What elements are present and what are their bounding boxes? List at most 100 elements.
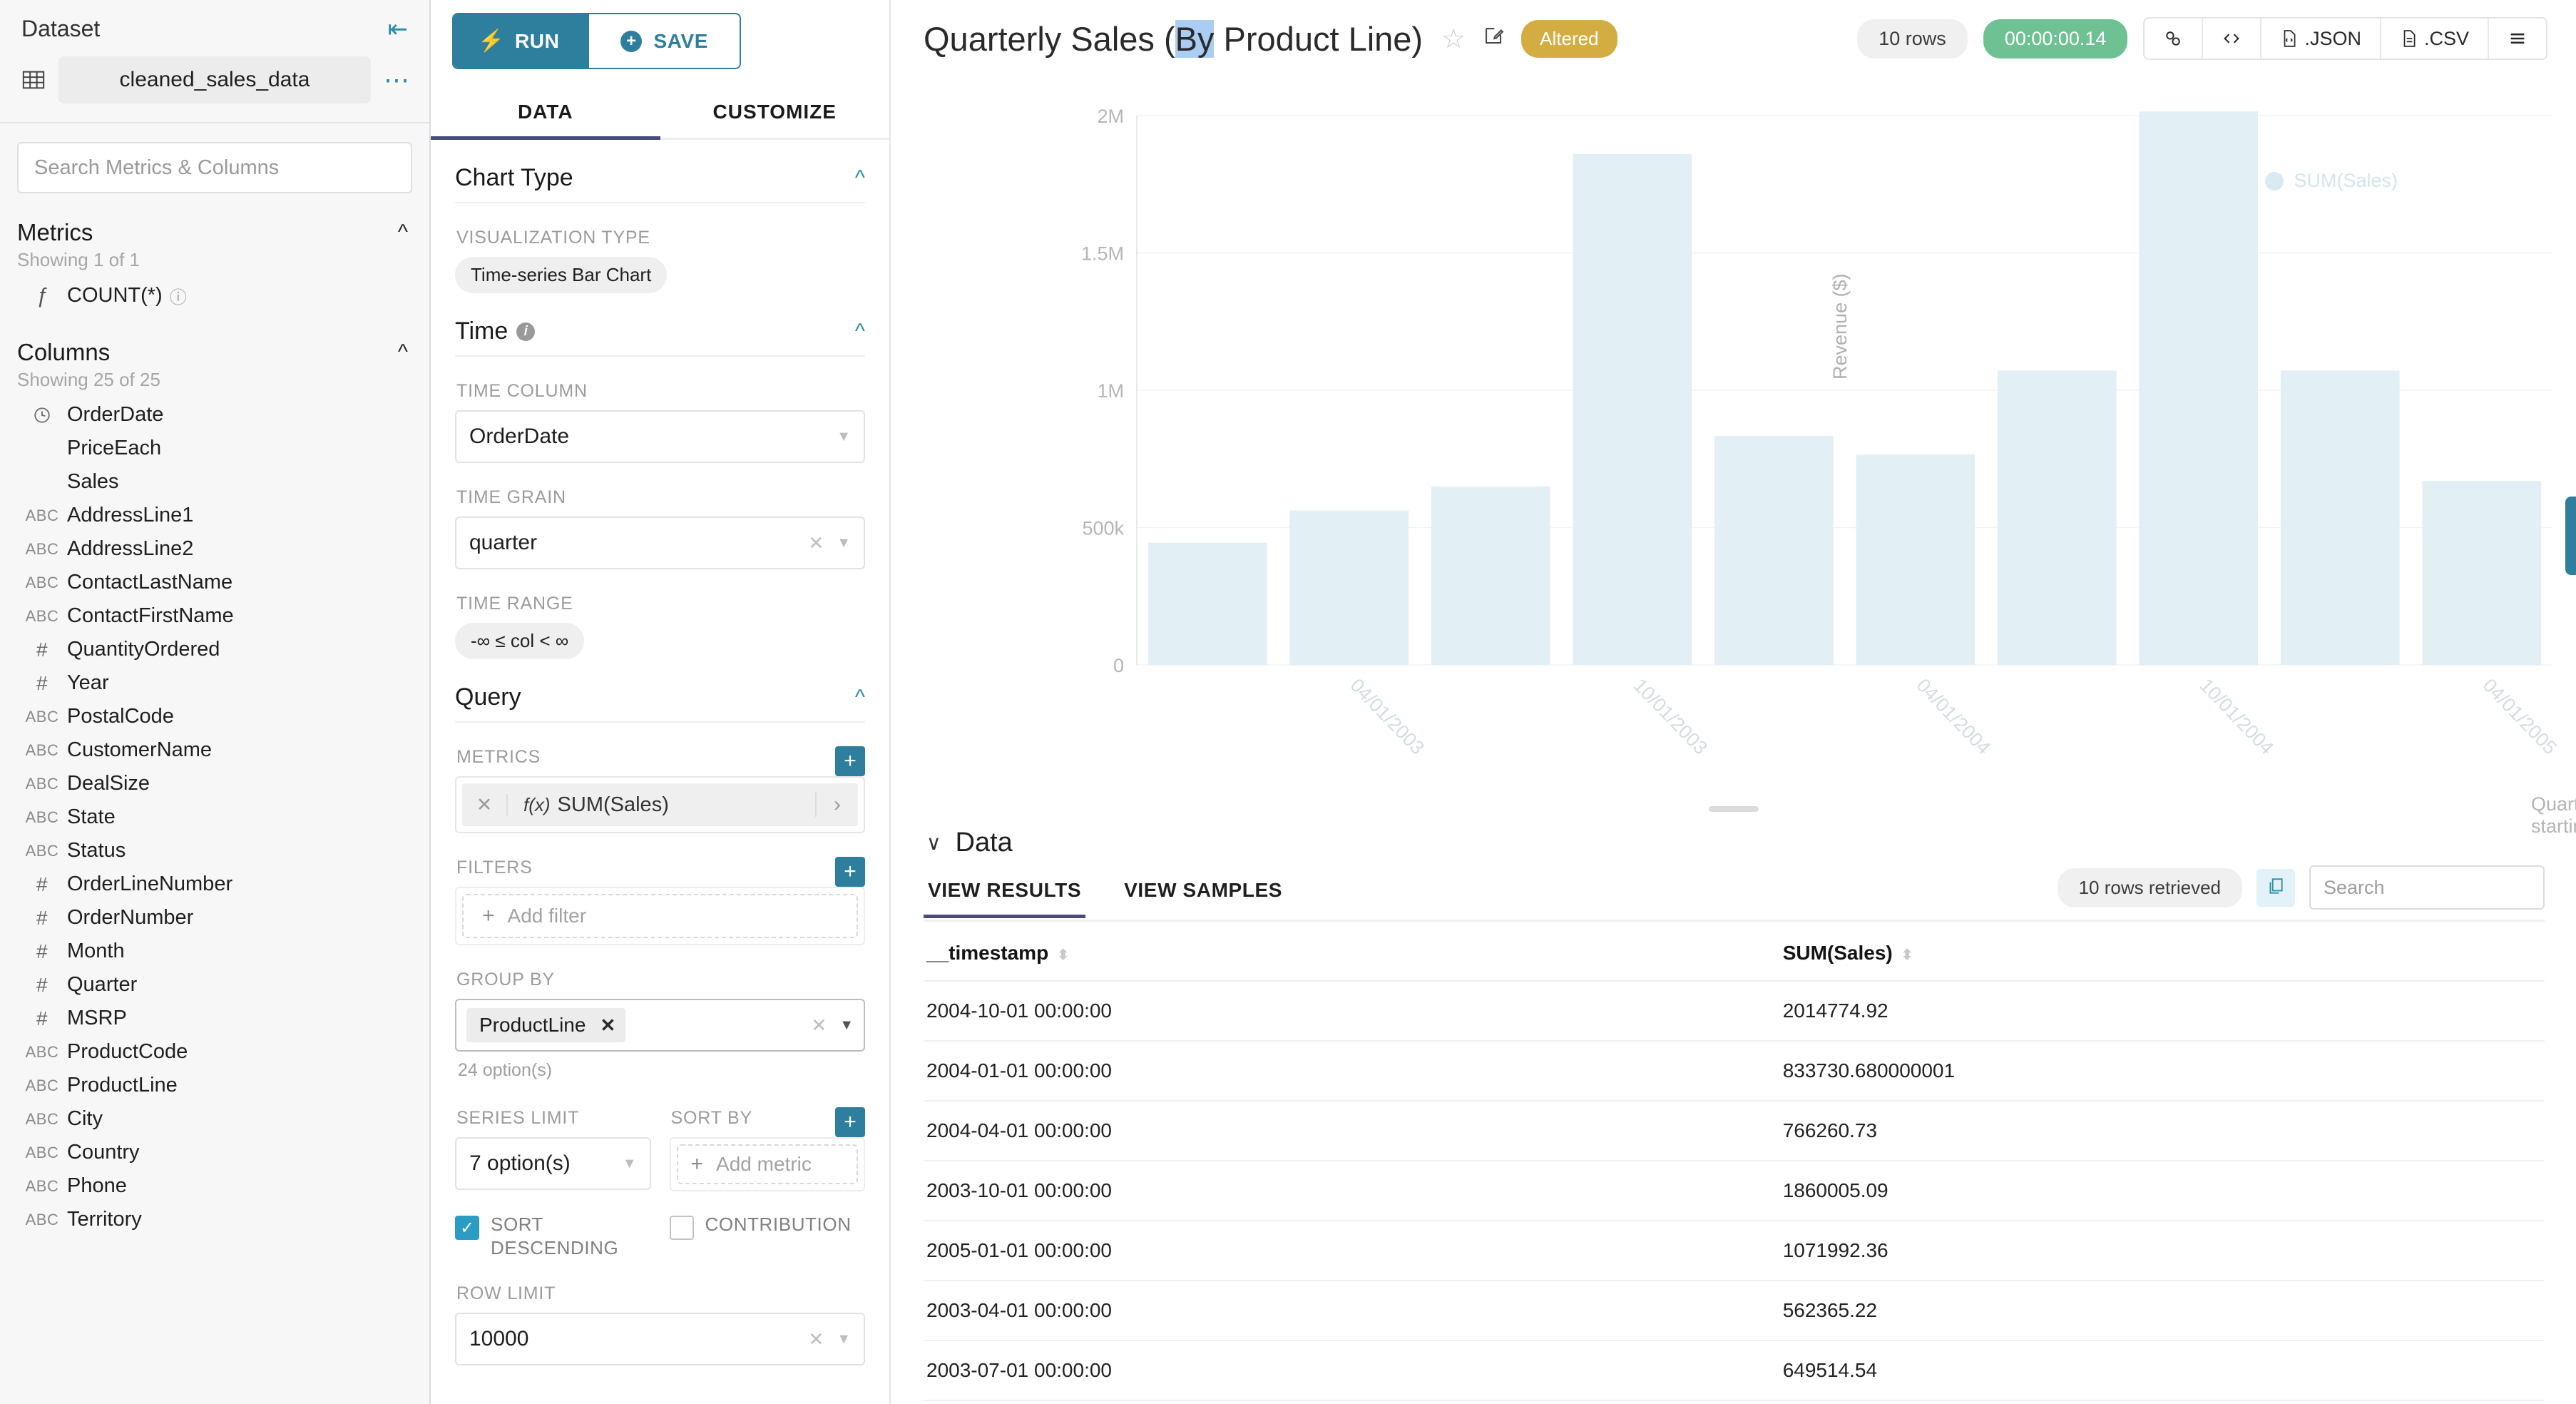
ellipsis-icon[interactable]: ⋯ — [384, 65, 411, 95]
list-item[interactable]: # Quarter — [0, 968, 429, 1002]
list-item[interactable]: ƒ COUNT(*) ⓘ — [0, 278, 429, 313]
chevron-up-icon[interactable]: ^ — [854, 685, 865, 709]
chevron-down-icon[interactable]: ∨ — [926, 832, 941, 854]
status-badge[interactable]: Altered — [1521, 19, 1617, 58]
sort-arrows-icon[interactable]: ⬍ — [1901, 947, 1913, 963]
clear-icon[interactable]: ✕ — [808, 531, 824, 554]
bar[interactable] — [1856, 454, 1976, 665]
list-item[interactable]: ABC ProductCode — [0, 1035, 429, 1069]
edit-properties-icon[interactable] — [1483, 25, 1504, 52]
list-item[interactable]: ABC Territory — [0, 1203, 429, 1236]
link-icon[interactable] — [2145, 19, 2204, 58]
time-column-select[interactable]: OrderDate ▼ — [455, 410, 865, 463]
bar[interactable] — [1714, 436, 1834, 665]
list-item[interactable]: ABC ContactLastName — [0, 566, 429, 599]
collapse-left-icon[interactable]: ⇤ — [387, 15, 409, 43]
bar[interactable] — [2280, 370, 2400, 665]
save-button[interactable]: + SAVE — [589, 14, 740, 68]
chevron-up-icon[interactable]: ^ — [397, 220, 408, 244]
sort-descending-checkbox[interactable]: ✓ — [455, 1216, 479, 1240]
group-by-select[interactable]: ProductLine ✕ ✕ ▼ — [455, 999, 865, 1052]
row-limit-select[interactable]: 10000 ✕ ▼ — [455, 1313, 865, 1365]
search-input[interactable] — [17, 142, 412, 193]
add-metric-dropzone[interactable]: + Add metric — [676, 1144, 858, 1184]
group-by-tag[interactable]: ProductLine ✕ — [466, 1008, 626, 1042]
bar[interactable] — [1148, 542, 1267, 665]
time-range-value[interactable]: -∞ ≤ col < ∞ — [455, 623, 585, 659]
list-item[interactable]: ABC City — [0, 1102, 429, 1136]
time-section-header[interactable]: Time i ^ — [455, 293, 865, 357]
list-item[interactable]: # QuantityOrdered — [0, 633, 429, 666]
query-section-header[interactable]: Query ^ — [455, 659, 865, 723]
table-column-header[interactable]: __timestamp ⬍ — [924, 922, 1783, 982]
dataset-name-select[interactable]: cleaned_sales_data — [58, 56, 371, 103]
chart-canvas[interactable]: SUM(Sales) 0 500k 1M 1.5M 2M 04/01/2003 10/01/… — [891, 73, 2576, 837]
add-metric-button[interactable]: + — [835, 746, 865, 776]
list-item[interactable]: ABC Country — [0, 1136, 429, 1169]
list-item[interactable]: ABC ProductLine — [0, 1069, 429, 1102]
list-item[interactable]: # Month — [0, 935, 429, 968]
list-item[interactable]: ABC DealSize — [0, 767, 429, 800]
list-item[interactable]: ABC Phone — [0, 1169, 429, 1203]
help-circle-icon[interactable]: ⓘ — [169, 288, 187, 307]
run-query-button[interactable]: RUN QUERY — [2565, 497, 2576, 575]
contribution-checkbox[interactable] — [669, 1216, 694, 1240]
favorite-star-icon[interactable]: ☆ — [1441, 24, 1466, 54]
results-search-input[interactable] — [2309, 865, 2545, 910]
run-button[interactable]: ⚡ RUN — [454, 14, 590, 68]
chart-legend[interactable]: SUM(Sales) — [2265, 170, 2398, 192]
time-grain-select[interactable]: quarter ✕ ▼ — [455, 517, 865, 569]
list-item[interactable]: # Year — [0, 666, 429, 700]
tab-view-samples[interactable]: VIEW SAMPLES — [1124, 879, 1283, 901]
sort-descending-checkbox-row[interactable]: ✓ SORT DESCENDING — [455, 1213, 651, 1259]
bar[interactable] — [2139, 111, 2259, 665]
list-item[interactable]: OrderDate — [0, 398, 429, 432]
clear-icon[interactable]: ✕ — [811, 1014, 827, 1036]
list-item[interactable]: ABC State — [0, 800, 429, 834]
columns-section-header[interactable]: Columns ^ — [0, 320, 429, 366]
copy-icon[interactable] — [2256, 868, 2295, 907]
remove-metric-icon[interactable]: ✕ — [462, 793, 508, 816]
chevron-up-icon[interactable]: ^ — [397, 340, 408, 364]
remove-tag-icon[interactable]: ✕ — [600, 1014, 616, 1036]
bar[interactable] — [2422, 481, 2542, 665]
metric-chip[interactable]: ✕ f(x) SUM(Sales) › — [462, 783, 858, 826]
metrics-section-header[interactable]: Metrics ^ — [0, 200, 429, 246]
list-item[interactable]: PriceEach — [0, 432, 429, 465]
bar[interactable] — [1997, 370, 2117, 665]
hamburger-menu-icon[interactable] — [2489, 19, 2546, 58]
list-item[interactable]: # OrderNumber — [0, 901, 429, 935]
list-item[interactable]: # MSRP — [0, 1002, 429, 1035]
visualization-type-value[interactable]: Time-series Bar Chart — [455, 257, 668, 293]
tab-data[interactable]: DATA — [431, 88, 660, 140]
tab-customize[interactable]: CUSTOMIZE — [712, 101, 837, 123]
sort-arrows-icon[interactable]: ⬍ — [1057, 947, 1069, 963]
chevron-up-icon[interactable]: ^ — [854, 166, 865, 190]
list-item[interactable]: ABC Status — [0, 834, 429, 868]
bar[interactable] — [1431, 486, 1550, 665]
series-limit-select[interactable]: 7 option(s) ▼ — [455, 1137, 651, 1190]
bar[interactable] — [1289, 510, 1409, 665]
contribution-checkbox-row[interactable]: CONTRIBUTION — [669, 1213, 866, 1259]
list-item[interactable]: ABC PostalCode — [0, 700, 429, 733]
list-item[interactable]: ABC AddressLine2 — [0, 532, 429, 566]
bar[interactable] — [1573, 153, 1692, 665]
file-json-icon[interactable]: .JSON — [2261, 19, 2381, 58]
chart-type-section-header[interactable]: Chart Type ^ — [455, 140, 865, 203]
add-filter-dropzone[interactable]: + Add filter — [462, 894, 858, 938]
info-icon[interactable]: i — [516, 322, 536, 341]
tab-view-results[interactable]: VIEW RESULTS — [924, 869, 1086, 918]
data-panel-header[interactable]: ∨ Data — [924, 812, 2545, 865]
clear-icon[interactable]: ✕ — [808, 1328, 824, 1350]
code-icon[interactable] — [2203, 19, 2262, 58]
add-sort-metric-button[interactable]: + — [835, 1107, 865, 1137]
chevron-up-icon[interactable]: ^ — [854, 319, 865, 343]
list-item[interactable]: ABC CustomerName — [0, 733, 429, 767]
list-item[interactable]: Sales — [0, 465, 429, 499]
resize-handle[interactable] — [1708, 806, 1759, 812]
list-item[interactable]: # OrderLineNumber — [0, 868, 429, 901]
list-item[interactable]: ABC ContactFirstName — [0, 599, 429, 633]
add-filter-button[interactable]: + — [835, 857, 865, 887]
file-csv-icon[interactable]: .CSV — [2381, 19, 2489, 58]
table-column-header[interactable]: SUM(Sales) ⬍ — [1782, 922, 2545, 982]
